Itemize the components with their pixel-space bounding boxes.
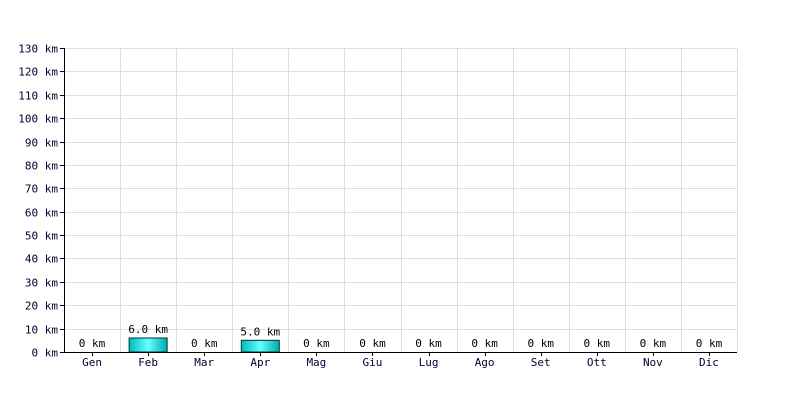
y-tick-label: 60 km (25, 207, 58, 220)
y-tick-label: 120 km (18, 66, 58, 79)
data-label: 6.0 km (128, 323, 168, 336)
y-tick-label: 0 km (32, 347, 59, 360)
data-label: 0 km (527, 337, 554, 350)
data-label: 0 km (471, 337, 498, 350)
x-tick-label: Giu (363, 356, 383, 369)
y-tick-label: 70 km (25, 183, 58, 196)
x-tick-label: Gen (82, 356, 102, 369)
y-tick-label: 40 km (25, 253, 58, 266)
data-labels: 0 km 6.0 km 0 km 5.0 km 0 km 0 km 0 km 0 km 0 km… (79, 323, 723, 350)
data-label: 0 km (415, 337, 442, 350)
x-tick-label: Apr (250, 356, 270, 369)
y-tick-label: 80 km (25, 160, 58, 173)
x-tick-label: Dic (699, 356, 719, 369)
data-label: 0 km (191, 337, 218, 350)
data-label: 0 km (303, 337, 330, 350)
bar-apr (240, 339, 280, 353)
data-label: 0 km (696, 337, 723, 350)
x-tick-label: Nov (643, 356, 663, 369)
x-tick-label: Ott (587, 356, 607, 369)
y-tick-label: 50 km (25, 230, 58, 243)
y-axis-ticks: 0 km 10 km 20 km 30 km 40 km 50 km 60 km 70 km 8… (18, 43, 64, 360)
x-tick-label: Ago (475, 356, 495, 369)
axes (64, 48, 737, 353)
x-tick-label: Feb (138, 356, 158, 369)
y-tick-label: 100 km (18, 113, 58, 126)
data-label: 0 km (584, 337, 611, 350)
x-tick-label: Mar (194, 356, 214, 369)
y-tick-label: 20 km (25, 300, 58, 313)
x-tick-label: Lug (419, 356, 439, 369)
grid (64, 48, 738, 352)
data-label: 0 km (79, 337, 106, 350)
x-tick-label: Mag (306, 356, 326, 369)
x-tick-label: Set (531, 356, 551, 369)
y-tick-label: 130 km (18, 43, 58, 56)
x-axis-ticks: Gen Feb Mar Apr Mag Giu Lug Ago Set Ott Nov Dic (82, 352, 719, 369)
data-label: 0 km (359, 337, 386, 350)
y-tick-label: 90 km (25, 137, 58, 150)
data-label: 0 km (640, 337, 667, 350)
data-label: 5.0 km (240, 325, 280, 338)
y-tick-label: 10 km (25, 324, 58, 337)
bar-feb (128, 337, 168, 353)
y-tick-label: 110 km (18, 90, 58, 103)
y-tick-label: 30 km (25, 277, 58, 290)
